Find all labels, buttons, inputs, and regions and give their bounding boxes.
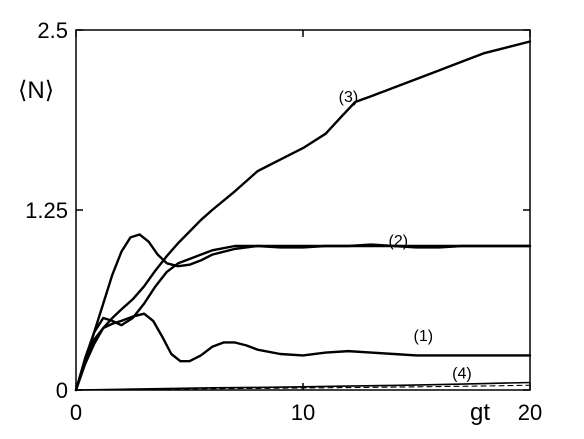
x-axis-label: gt	[470, 399, 490, 426]
series-line-3	[74, 40, 532, 392]
labels-layer: (1) (2) (3) (4)	[339, 89, 472, 382]
series-label: (1)	[414, 328, 434, 345]
series-label: (2)	[389, 233, 409, 250]
x-tick-label: 20	[518, 400, 542, 425]
y-tick-label: 0	[56, 378, 68, 403]
y-axis-label: ⟨N⟩	[18, 77, 54, 104]
series-line-peak	[74, 233, 532, 392]
series-label: (4)	[452, 365, 472, 382]
series-line-1	[74, 312, 532, 392]
x-tick-label: 10	[291, 400, 315, 425]
series-label: (3)	[339, 89, 359, 106]
y-tick-label: 1.25	[25, 198, 68, 223]
series-line-2	[74, 243, 532, 392]
y-tick-label: 2.5	[37, 18, 68, 43]
axes-layer: 0 10 20 0 1.25 2.5	[25, 18, 542, 425]
x-tick-label: 0	[70, 400, 82, 425]
